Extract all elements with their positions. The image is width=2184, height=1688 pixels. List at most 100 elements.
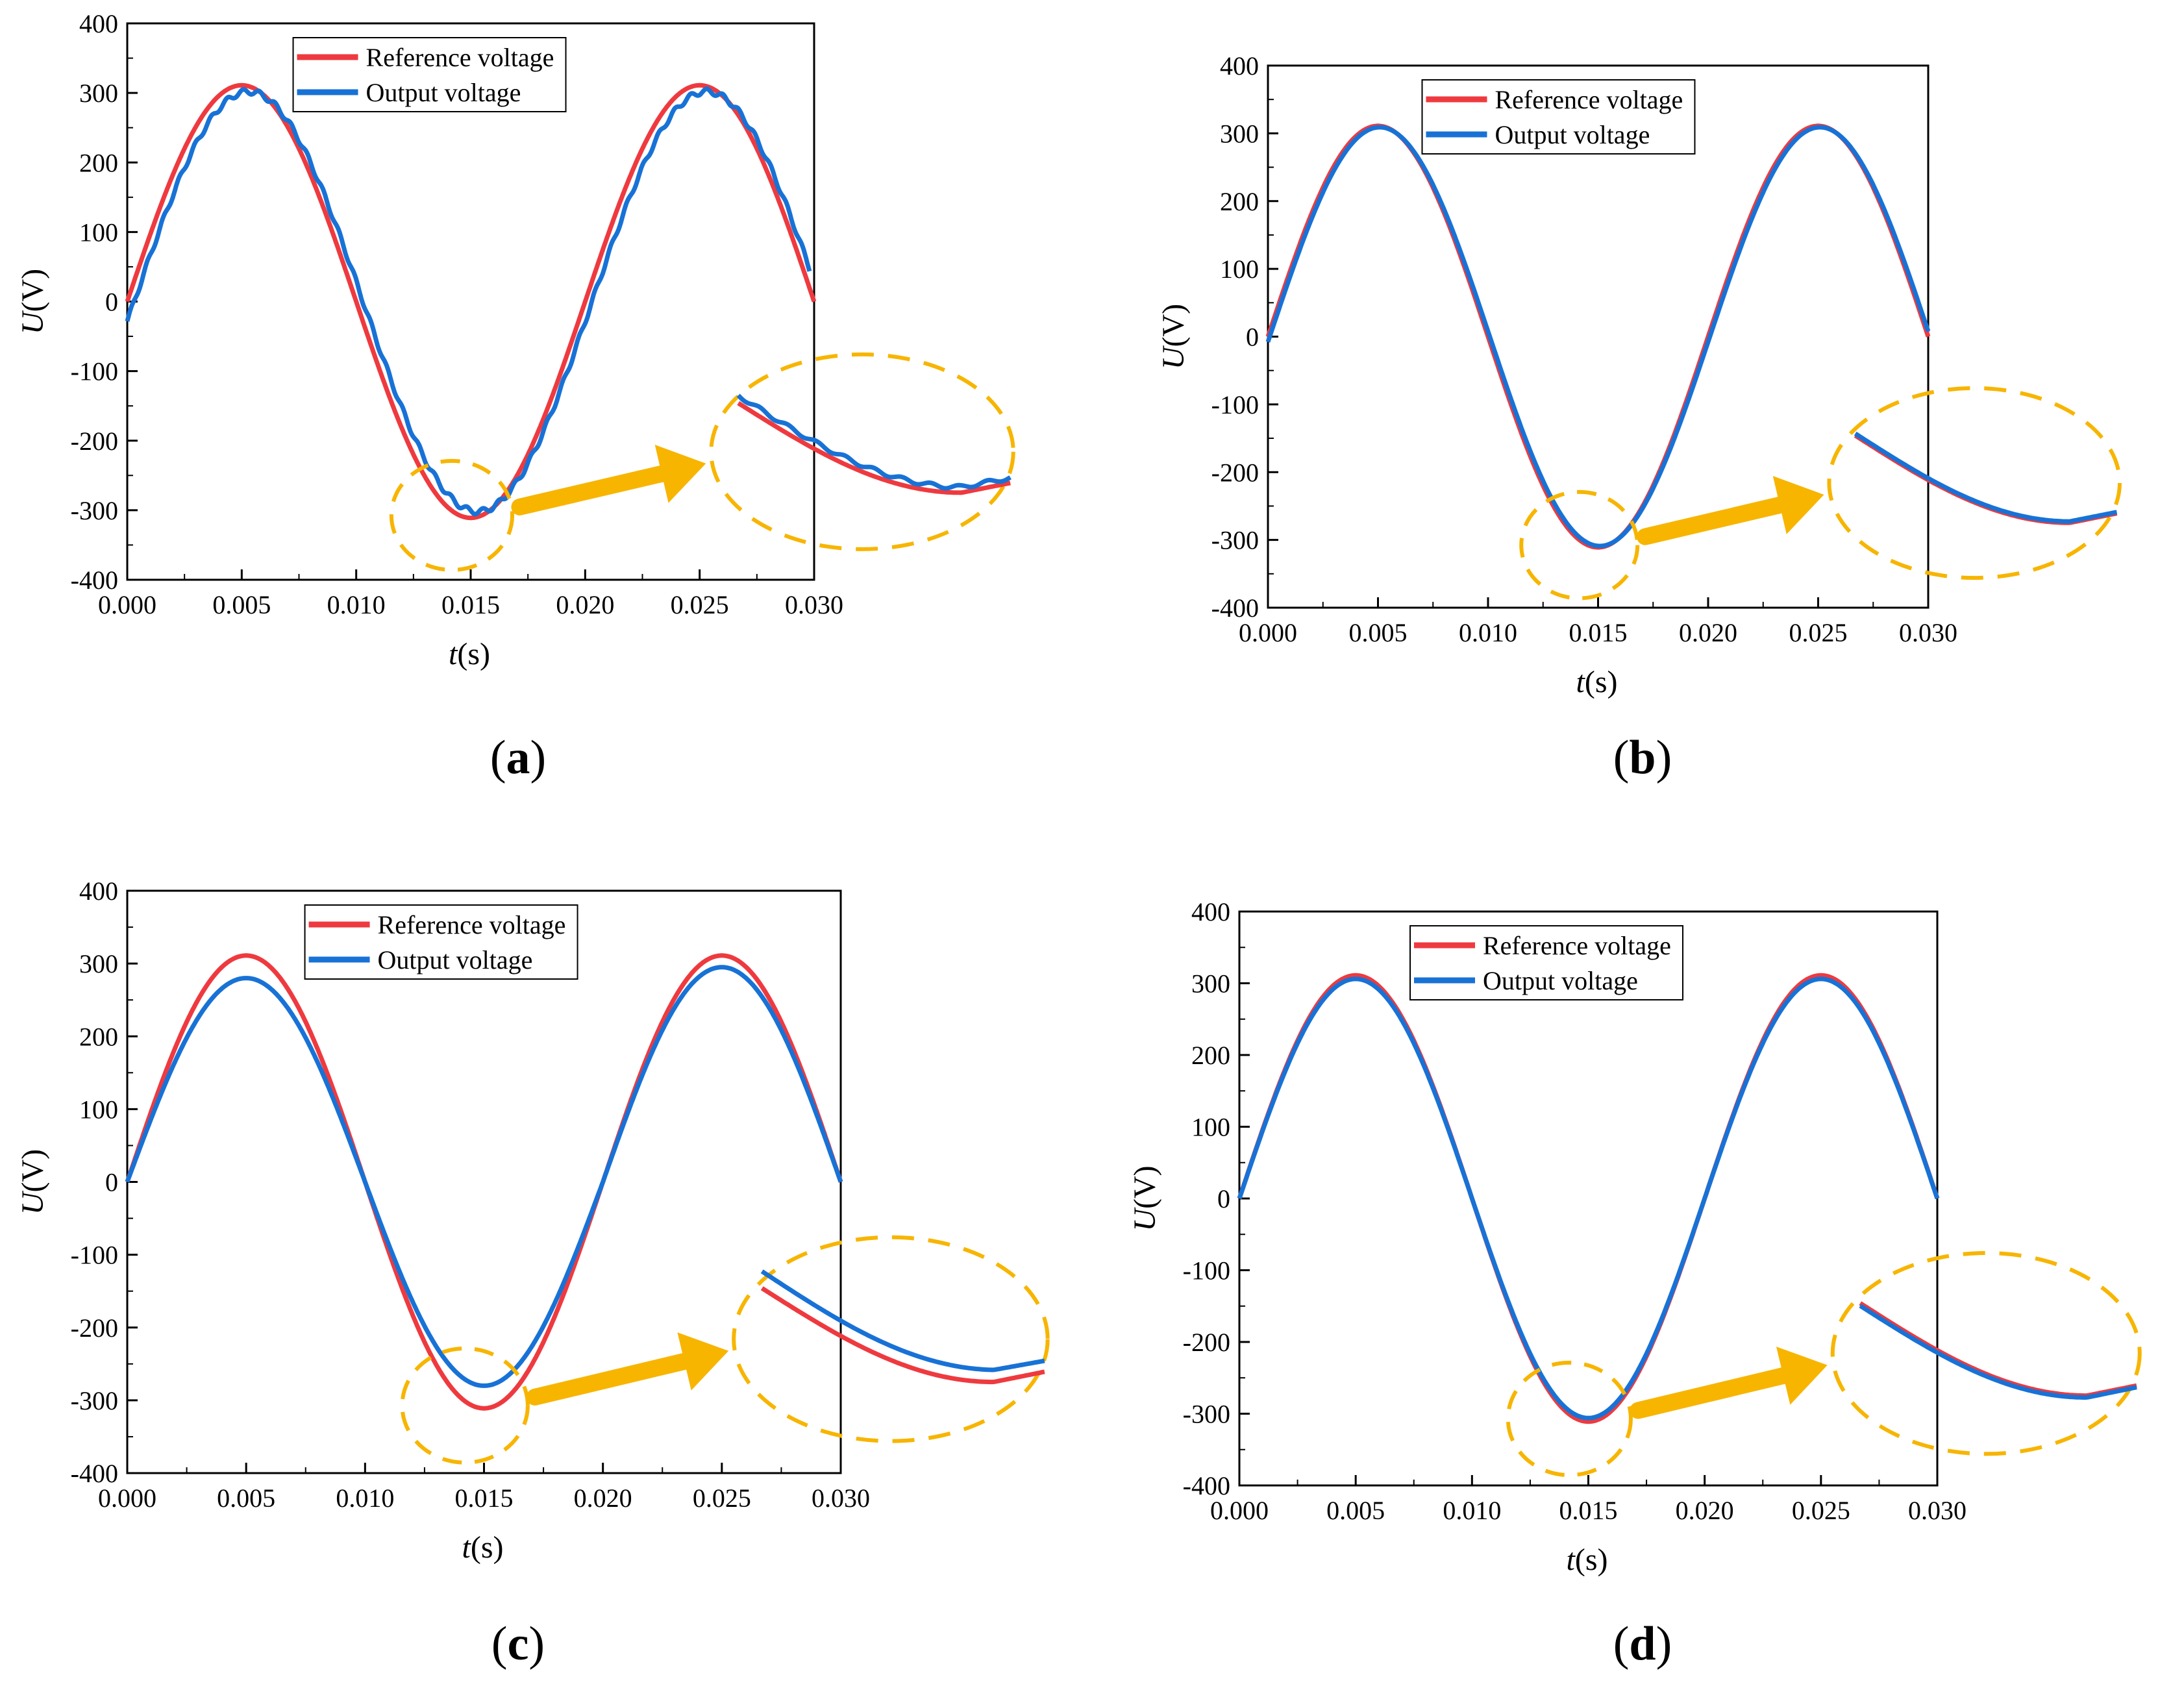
zoom-source-ellipse	[400, 1346, 530, 1465]
y-tick-label: 200	[79, 1022, 118, 1051]
zoom-arrow-shaft	[526, 1352, 693, 1406]
x-tick-label: 0.000	[98, 590, 156, 619]
x-tick-label: 0.010	[1459, 618, 1517, 647]
x-tick-label: 0.020	[574, 1483, 632, 1513]
zoom-arrow-head	[1772, 476, 1824, 534]
zoom-output-line	[1859, 1304, 2137, 1400]
y-tick-label: -200	[1183, 1328, 1230, 1357]
zoom-arrow-shaft	[511, 465, 671, 515]
x-tick-label: 0.000	[1239, 618, 1297, 647]
y-tick-label: 300	[79, 949, 118, 978]
legend-label-output: Output voltage	[366, 78, 521, 107]
x-tick-label: 0.010	[336, 1483, 394, 1513]
legend-box	[1421, 79, 1696, 155]
x-tick-label: 0.025	[1789, 618, 1848, 647]
y-tick-label: 400	[79, 9, 118, 38]
zoom-target-ellipse	[732, 1235, 1050, 1443]
zoom-target-ellipse	[1827, 386, 2122, 580]
zoom-source-ellipse	[1506, 1360, 1633, 1478]
y-tick-label: 400	[1220, 51, 1259, 81]
x-tick-label: 0.010	[1443, 1496, 1501, 1525]
y-tick-label: -400	[1183, 1471, 1230, 1500]
y-tick-label: 200	[1191, 1041, 1230, 1070]
x-tick-label: 0.010	[327, 590, 386, 619]
zoom-output-line	[1854, 431, 2118, 524]
legend-box	[1409, 925, 1683, 1000]
series-line-reference	[1237, 973, 1940, 1424]
legend-label-reference: Reference voltage	[1495, 85, 1683, 114]
x-tick-label: 0.025	[671, 590, 729, 619]
x-tick-label: 0.030	[1908, 1496, 1967, 1525]
y-tick-label: -300	[71, 496, 118, 525]
zoom-arrow-head	[677, 1332, 729, 1391]
y-tick-label: 0	[1217, 1184, 1230, 1213]
legend-label-reference: Reference voltage	[378, 910, 566, 939]
x-axis-label: t(s)	[1576, 665, 1618, 699]
x-tick-label: 0.020	[1676, 1496, 1734, 1525]
x-tick-label: 0.015	[441, 590, 500, 619]
legend-label-output: Output voltage	[1495, 120, 1650, 149]
legend-label-reference: Reference voltage	[366, 43, 554, 72]
y-tick-label: -300	[71, 1386, 118, 1415]
legend-label-output: Output voltage	[378, 945, 533, 974]
legend-box	[292, 37, 567, 112]
zoom-arrow-head	[1776, 1347, 1828, 1405]
x-tick-label: 0.015	[1559, 1496, 1618, 1525]
y-tick-label: 300	[1220, 119, 1259, 148]
x-tick-label: 0.015	[455, 1483, 514, 1513]
x-tick-label: 0.015	[1569, 618, 1628, 647]
zoom-reference-line	[760, 1286, 1045, 1385]
series-line-reference	[125, 953, 843, 1411]
y-tick-label: 400	[1191, 897, 1230, 926]
caption-a: (a)	[490, 731, 547, 784]
y-tick-label: -200	[71, 427, 118, 456]
caption-b: (b)	[1613, 731, 1672, 784]
x-axis-label: t(s)	[449, 637, 490, 671]
x-tick-label: 0.000	[1210, 1496, 1269, 1525]
zoom-arrow-head	[654, 445, 706, 503]
zoom-reference-line	[737, 401, 1011, 495]
zoom-target-ellipse	[1830, 1250, 2142, 1456]
y-tick-label: -200	[71, 1313, 118, 1343]
series-line-output	[1237, 976, 1940, 1421]
zoom-output-line	[736, 393, 1012, 491]
y-tick-label: 100	[79, 217, 118, 247]
y-tick-label: 400	[79, 876, 118, 906]
y-tick-label: -100	[1183, 1256, 1230, 1285]
y-tick-label: 100	[1191, 1113, 1230, 1142]
series-line-reference	[125, 82, 817, 521]
x-tick-label: 0.020	[556, 590, 614, 619]
zoom-target-ellipse	[709, 352, 1015, 551]
legend-label-reference: Reference voltage	[1483, 931, 1671, 960]
series-line-output	[1265, 125, 1931, 549]
x-tick-label: 0.025	[693, 1483, 751, 1513]
series-line-output	[125, 965, 843, 1388]
zoom-source-ellipse	[1519, 490, 1640, 601]
x-axis-label: t(s)	[462, 1530, 504, 1565]
zoom-output-line	[760, 1269, 1045, 1372]
x-tick-label: 0.005	[217, 1483, 275, 1513]
y-tick-label: -100	[1211, 390, 1259, 419]
zoom-source-ellipse	[389, 458, 515, 572]
y-tick-label: -400	[71, 565, 118, 595]
y-tick-label: -400	[71, 1459, 118, 1488]
y-tick-label: 300	[1191, 969, 1230, 999]
x-tick-label: 0.030	[1899, 618, 1957, 647]
zoom-reference-line	[1854, 433, 2118, 525]
zoom-arrow-shaft	[1630, 1367, 1792, 1419]
x-tick-label: 0.005	[1326, 1496, 1385, 1525]
y-tick-label: 300	[79, 79, 118, 108]
y-axis-label: U(V)	[16, 1149, 50, 1215]
x-tick-label: 0.020	[1679, 618, 1737, 647]
x-tick-label: 0.030	[812, 1483, 870, 1513]
y-tick-label: -200	[1211, 458, 1259, 487]
y-tick-label: -100	[71, 357, 118, 386]
y-axis-label: U(V)	[1156, 304, 1191, 369]
y-tick-label: 100	[79, 1095, 118, 1124]
y-tick-label: -100	[71, 1241, 118, 1270]
x-tick-label: 0.025	[1792, 1496, 1850, 1525]
y-axis-label: U(V)	[1128, 1165, 1162, 1231]
x-tick-label: 0.000	[98, 1483, 156, 1513]
x-tick-label: 0.005	[1349, 618, 1408, 647]
